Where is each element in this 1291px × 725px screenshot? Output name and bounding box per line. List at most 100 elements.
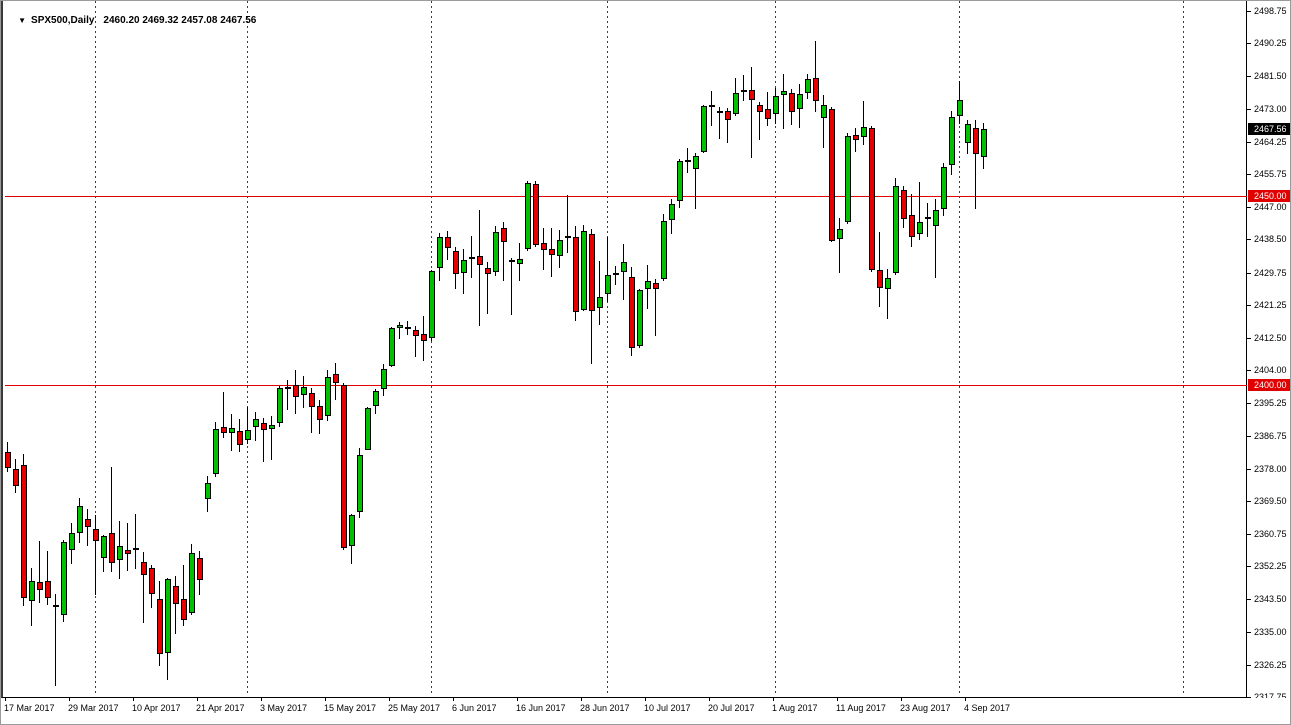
candle-down bbox=[853, 135, 859, 140]
price-tick bbox=[1247, 534, 1251, 535]
candle-up bbox=[253, 419, 259, 427]
candle-up bbox=[381, 369, 387, 389]
candle-up bbox=[933, 210, 939, 226]
price-tick bbox=[1247, 273, 1251, 274]
price-tick-label: 2473.00 bbox=[1254, 104, 1287, 114]
time-tick bbox=[901, 698, 902, 701]
candle-up bbox=[637, 290, 643, 346]
price-axis[interactable]: 2498.75 2490.25 2481.50 2473.00 2464.25 2455.… bbox=[1247, 1, 1290, 702]
chart-plot-area[interactable] bbox=[1, 1, 1248, 698]
time-tick-label: 21 Apr 2017 bbox=[196, 703, 245, 713]
candle-down bbox=[309, 393, 315, 407]
candle-up bbox=[365, 408, 371, 450]
candle-up bbox=[29, 581, 35, 601]
month-gridline bbox=[431, 1, 432, 696]
price-tick bbox=[1247, 599, 1251, 600]
price-tick bbox=[1247, 370, 1251, 371]
candle-up bbox=[349, 515, 355, 546]
candle-up bbox=[357, 455, 363, 512]
candle-wick bbox=[863, 101, 864, 145]
candle-up bbox=[277, 388, 283, 423]
candle-up bbox=[941, 167, 947, 209]
price-tick bbox=[1247, 469, 1251, 470]
time-tick bbox=[581, 698, 582, 701]
candle-down bbox=[405, 327, 411, 329]
candle-down bbox=[221, 427, 227, 433]
price-tick bbox=[1247, 11, 1251, 12]
price-tick bbox=[1247, 174, 1251, 175]
candle-up bbox=[373, 391, 379, 406]
candle-up bbox=[605, 275, 611, 294]
level-price-badge: 2450.00 bbox=[1248, 190, 1290, 202]
candle-wick bbox=[727, 108, 728, 143]
candle-down bbox=[173, 586, 179, 604]
price-tick-label: 2386.75 bbox=[1254, 431, 1287, 441]
candle-wick bbox=[615, 266, 616, 285]
price-tick-label: 2404.00 bbox=[1254, 365, 1287, 375]
time-tick-label: 28 Jun 2017 bbox=[580, 703, 630, 713]
time-tick-label: 16 Jun 2017 bbox=[516, 703, 566, 713]
price-tick bbox=[1247, 697, 1251, 698]
candle-up bbox=[525, 183, 531, 249]
month-gridline bbox=[247, 1, 248, 696]
price-tick-label: 2360.75 bbox=[1254, 529, 1287, 539]
candle-up bbox=[461, 260, 467, 273]
level-price-badge: 2400.00 bbox=[1248, 379, 1290, 391]
candle-down bbox=[509, 260, 515, 262]
candle-wick bbox=[751, 67, 752, 158]
time-tick-label: 29 Mar 2017 bbox=[68, 703, 119, 713]
candle-down bbox=[565, 236, 571, 238]
price-tick-label: 2464.25 bbox=[1254, 137, 1287, 147]
candle-down bbox=[109, 533, 115, 563]
candle-up bbox=[133, 548, 139, 550]
candle-down bbox=[157, 599, 163, 654]
candle-wick bbox=[55, 594, 56, 686]
candle-wick bbox=[695, 153, 696, 209]
candle-down bbox=[5, 452, 11, 468]
candle-up bbox=[733, 93, 739, 114]
candle-wick bbox=[247, 407, 248, 444]
candle-down bbox=[749, 90, 755, 100]
time-tick-label: 10 Jul 2017 bbox=[644, 703, 691, 713]
horizontal-level-line[interactable] bbox=[5, 196, 1248, 197]
candle-up bbox=[61, 542, 67, 615]
time-tick-label: 15 May 2017 bbox=[324, 703, 377, 713]
candle-up bbox=[917, 222, 923, 234]
candle-down bbox=[757, 105, 763, 112]
candle-up bbox=[77, 506, 83, 533]
candle-up bbox=[613, 273, 619, 275]
candle-down bbox=[37, 582, 43, 590]
candle-down bbox=[909, 215, 915, 237]
candle-up bbox=[893, 186, 899, 273]
candle-up bbox=[949, 117, 955, 165]
price-tick bbox=[1247, 501, 1251, 502]
price-tick bbox=[1247, 305, 1251, 306]
time-axis[interactable]: 17 Mar 2017 29 Mar 2017 10 Apr 2017 21 Apr … bbox=[1, 698, 1290, 724]
time-tick-label: 1 Aug 2017 bbox=[772, 703, 818, 713]
candle-down bbox=[197, 558, 203, 580]
price-tick bbox=[1247, 403, 1251, 404]
price-tick-label: 2490.25 bbox=[1254, 38, 1287, 48]
price-tick bbox=[1247, 239, 1251, 240]
candle-up bbox=[781, 91, 787, 95]
time-tick bbox=[389, 698, 390, 701]
symbol-dropdown-icon[interactable]: ▼ bbox=[18, 16, 27, 25]
candle-up bbox=[669, 204, 675, 220]
candle-up bbox=[821, 105, 827, 118]
candle-down bbox=[477, 256, 483, 265]
time-tick bbox=[837, 698, 838, 701]
price-tick bbox=[1247, 632, 1251, 633]
candle-down bbox=[453, 251, 459, 274]
candle-wick bbox=[655, 279, 656, 336]
candle-down bbox=[653, 283, 659, 289]
horizontal-level-line[interactable] bbox=[5, 385, 1248, 386]
price-tick bbox=[1247, 109, 1251, 110]
candle-down bbox=[53, 605, 59, 607]
candle-down bbox=[573, 237, 579, 312]
candle-down bbox=[877, 270, 883, 288]
candle-up bbox=[773, 96, 779, 114]
candle-up bbox=[229, 428, 235, 433]
candle-up bbox=[101, 536, 107, 558]
candle-down bbox=[445, 237, 451, 248]
candle-down bbox=[629, 277, 635, 348]
